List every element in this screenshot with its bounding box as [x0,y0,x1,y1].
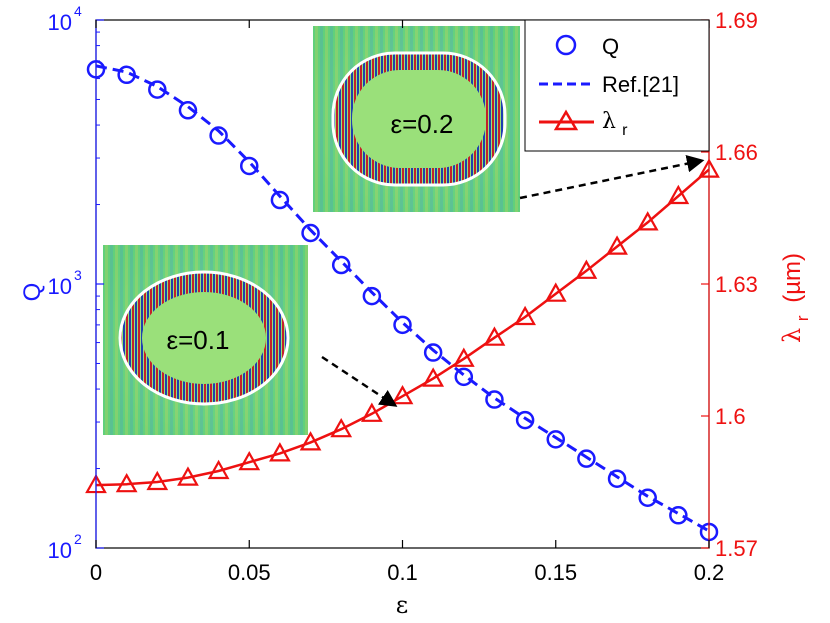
annotation-arrow [519,155,705,200]
q-point [331,255,351,275]
lambda-point [299,431,322,451]
legend-label-lambda: λ r [602,108,628,139]
legend-marker-lambda [553,109,579,131]
q-point [607,469,627,488]
right-axis-label-subscript: r [793,315,812,321]
right-axis-label: λ r (µm) [778,253,814,343]
right-tick-label: 1.57 [715,536,758,561]
q-point [301,223,320,243]
x-tick-label: 0.2 [694,560,725,585]
left-tick-exponent: 2 [74,531,82,547]
q-point [117,65,136,85]
x-tick-label: 0.1 [387,560,418,585]
legend: Q Ref.[21] λ r [524,19,710,152]
q-point [577,449,596,468]
lambda-point [606,235,628,255]
lambda-point [115,472,138,493]
lambda-point [238,450,261,471]
legend-marker-q [555,34,577,56]
lambda-point [207,459,230,480]
q-point [485,390,504,409]
left-axis-label: Q [19,283,46,302]
q-point [546,430,565,449]
x-tick-label: 0.15 [534,560,577,585]
right-tick-label: 1.6 [715,404,746,429]
q-point [393,315,412,335]
lambda-point [330,417,353,438]
lambda-point [544,282,567,302]
lambda-point [391,384,414,405]
lambda-point [360,402,383,422]
lambda-point [514,305,536,326]
q-point [270,190,290,210]
legend-label-q: Q [602,34,619,59]
q-point [454,367,474,387]
legend-label-lambda-symbol: λ [602,109,616,134]
lambda-point [636,211,659,231]
left-tick-label: 10 [48,10,72,35]
q-point [178,101,198,120]
lambda-point [667,184,690,205]
x-tick-label: 0.05 [228,560,271,585]
q-point [515,410,535,430]
inset-field-image-eps-0.1: ε=0.1 [103,245,308,435]
right-axis-label-symbol: λ [778,328,806,343]
lambda-point [269,442,291,462]
right-tick-label: 1.69 [715,8,758,33]
lambda-point [483,326,506,346]
x-tick-label: 0 [90,560,102,585]
lambda-point [452,347,475,367]
q-point [209,126,228,145]
left-tick-exponent: 3 [74,267,82,283]
q-point [362,286,382,306]
inset-label-eps-0.2: ε=0.2 [391,109,454,139]
left-tick-label: 10 [48,538,72,563]
annotation-arrow [321,355,398,407]
q-point [148,80,167,99]
q-point [423,343,443,362]
left-tick-exponent: 4 [74,3,82,19]
lambda-point [146,470,169,491]
legend-label-ref: Ref.[21] [602,72,679,97]
x-axis-label: ε [396,591,408,619]
right-axis-label-unit: (µm) [779,253,806,303]
lambda-point [575,259,598,279]
legend-label-lambda-subscript: r [622,122,628,139]
right-tick-label: 1.63 [715,272,758,297]
inset-field-image-eps-0.2: ε=0.2 [313,26,520,212]
q-point [669,506,688,525]
inset-label-eps-0.1: ε=0.1 [167,325,230,355]
q-point [638,488,657,508]
left-tick-label: 10 [48,274,72,299]
lambda-point [177,466,199,486]
q-point [240,156,259,176]
lambda-point [422,367,445,387]
right-tick-label: 1.66 [715,140,758,165]
